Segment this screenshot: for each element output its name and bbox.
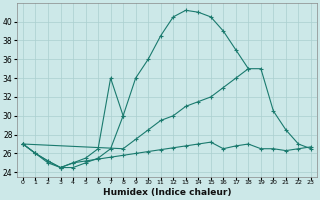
X-axis label: Humidex (Indice chaleur): Humidex (Indice chaleur) xyxy=(103,188,231,197)
